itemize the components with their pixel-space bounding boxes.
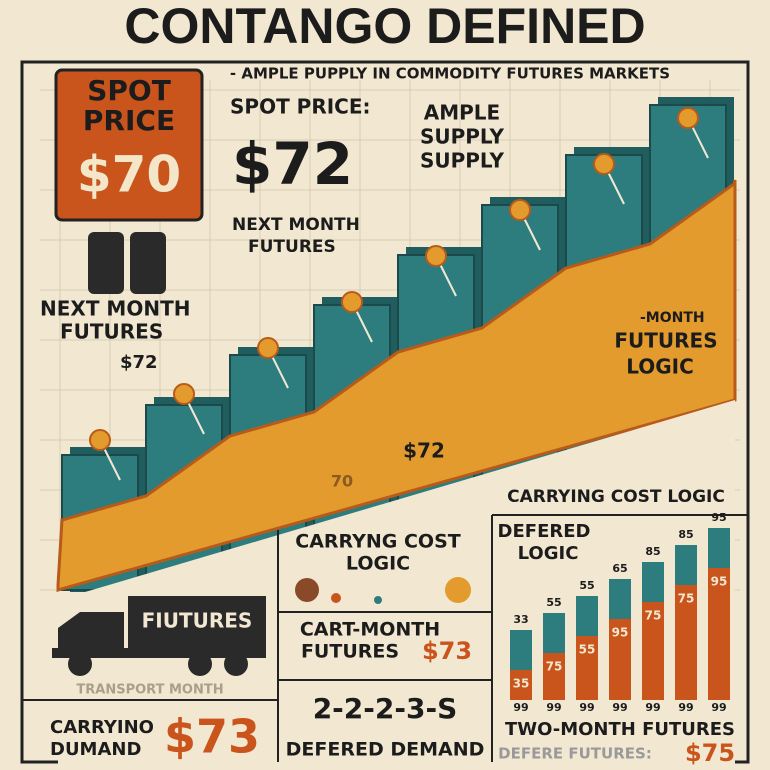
right-panel-title: CARRYING COST LOGIC (507, 487, 725, 507)
mini-bar-bottom (609, 619, 631, 700)
mini-bar-top (609, 579, 631, 619)
mini-bar-top-label: 33 (513, 613, 528, 626)
left-label-line: FUTURES (60, 320, 163, 344)
mini-bar-inner-label: 95 (612, 626, 629, 640)
ample-line: SUPPLY (420, 125, 505, 149)
mini-bar-bottom-label: 99 (546, 701, 561, 714)
truck-caption: TRANSPORT MONTH (76, 683, 223, 698)
left-label-line: NEXT MONTH (40, 297, 190, 321)
right-panel-caption: TWO-MONTH FUTURES (505, 719, 735, 740)
spot-box-line: PRICE (83, 104, 175, 137)
mini-bar-bottom (642, 602, 664, 700)
spot-callout-caption: FUTURES (248, 237, 336, 257)
mini-bar-top (708, 528, 730, 568)
spot-callout-label: SPOT PRICE: (230, 95, 371, 119)
truck (52, 596, 266, 676)
spot-box (54, 68, 204, 222)
mini-bar-bottom-label: 99 (645, 701, 660, 714)
chart-price: $72 (403, 439, 445, 463)
spot-callout-price: $72 (232, 130, 353, 198)
spot-callout-caption: NEXT MONTH (232, 215, 360, 235)
mini-bar-top-label: 65 (612, 562, 627, 575)
cart-line: FUTURES (301, 641, 399, 663)
orange-area (56, 179, 737, 592)
pin (593, 153, 615, 175)
mini-bar-inner-label: 75 (546, 660, 563, 674)
pin (89, 429, 111, 451)
mini-bar-top (642, 562, 664, 602)
mini-bar-top-label: 55 (546, 596, 561, 609)
right-label-line: FUTURES (614, 329, 717, 353)
ample-line: AMPLE (424, 101, 500, 125)
cart-line: CART-MONTH (300, 619, 440, 641)
pin (173, 383, 195, 405)
mini-bar-bottom-label: 99 (612, 701, 627, 714)
mini-bar-bottom-label: 99 (579, 701, 594, 714)
step-chart (56, 97, 737, 770)
deferred-demand: DEFERED DEMAND (286, 739, 485, 761)
right-panel-footer-price: $75 (685, 739, 735, 767)
bottom-left-price: $73 (164, 710, 260, 764)
mini-bar-top (576, 596, 598, 636)
truck-label: FIUTURES (142, 609, 253, 633)
mini-bar-bottom (708, 568, 730, 700)
mini-bar-top-label: 85 (645, 545, 660, 558)
subtitle: - AMPLE PUPPLY IN COMMODITY FUTURES MARK… (230, 65, 670, 83)
cart-price: $73 (422, 637, 472, 665)
left-label-price: $72 (120, 352, 158, 373)
bottom-left-line: CARRYINO (50, 717, 154, 738)
title: CONTANGO DEFINED (124, 0, 645, 54)
mini-bar-top-label: 95 (711, 511, 726, 524)
mini-bar-top-label: 85 (678, 528, 693, 541)
ample-line: SUPPLY (420, 149, 505, 173)
mini-bar-top (510, 630, 532, 670)
mini-bar-bottom (576, 636, 598, 700)
pin (257, 337, 279, 359)
bottom-left-line: DUMAND (50, 739, 141, 760)
white-wedge (58, 400, 735, 770)
mini-bar-bottom (675, 585, 697, 700)
barrels (88, 232, 166, 294)
right-panel-subtitle: LOGIC (518, 543, 579, 564)
mini-bar-top (675, 545, 697, 585)
mini-bar-inner-label: 55 (579, 643, 596, 657)
spot-box-price: $70 (77, 146, 181, 204)
center-line: CARRYNG COST (295, 531, 461, 553)
right-panel-subtitle: DEFERED (498, 521, 591, 542)
mini-bar-inner-label: 95 (711, 575, 728, 589)
mini-bar-inner-label: 35 (513, 677, 530, 691)
mini-bars: 33 35 99 55 75 99 55 55 99 65 95 99 85 75 99 85 75 99 95 95… (510, 511, 730, 714)
sequence: 2-2-2-3-S (313, 692, 458, 725)
pin (677, 107, 699, 129)
mini-bar-bottom-label: 99 (678, 701, 693, 714)
mini-bar-inner-label: 75 (645, 609, 662, 623)
right-label-pre: -MONTH (640, 310, 705, 326)
panels (22, 514, 748, 762)
mini-bar-bottom-label: 99 (513, 701, 528, 714)
coins (295, 577, 471, 604)
mini-bar-top (543, 613, 565, 653)
mini-bar-top-label: 55 (579, 579, 594, 592)
pin (509, 199, 531, 221)
pin (425, 245, 447, 267)
right-label-line: LOGIC (626, 355, 694, 379)
chart-faint: 70 (331, 472, 353, 491)
pin (341, 291, 363, 313)
mini-bar-bottom-label: 99 (711, 701, 726, 714)
mini-bar-bottom (510, 670, 532, 700)
center-line: LOGIC (346, 553, 410, 575)
right-panel-footer: DEFERE FUTURES: (498, 745, 652, 763)
mini-bar-bottom (543, 653, 565, 700)
mini-bar-inner-label: 75 (678, 592, 695, 606)
spot-box-line: SPOT (87, 74, 171, 107)
